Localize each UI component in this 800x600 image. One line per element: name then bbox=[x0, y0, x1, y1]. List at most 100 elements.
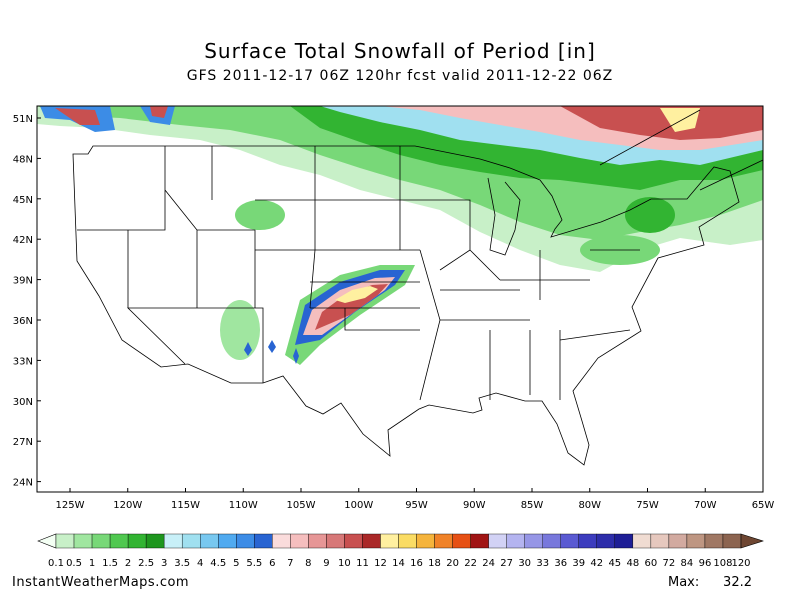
site-credit: InstantWeatherMaps.com bbox=[12, 575, 189, 590]
colorbar-swatch bbox=[109, 533, 129, 549]
max-value: 32.2 bbox=[723, 575, 752, 590]
colorbar-label: 1.5 bbox=[102, 558, 118, 569]
colorbar-label: 2 bbox=[125, 558, 131, 569]
lat-label: 33N bbox=[13, 356, 33, 367]
colorbar-swatch bbox=[218, 533, 237, 549]
colorbar-label: 33 bbox=[536, 558, 549, 569]
colorbar-label: 8 bbox=[305, 558, 311, 569]
map-axes: 51N 48N 45N 42N 39N 36N 33N 30N 27N 24N 125W 120W 11… bbox=[13, 114, 775, 511]
colorbar-label: 72 bbox=[663, 558, 676, 569]
colorbar-label: 48 bbox=[626, 558, 639, 569]
colorbar-swatch bbox=[380, 533, 399, 549]
lat-label: 24N bbox=[13, 478, 33, 489]
lon-label: 65W bbox=[752, 500, 775, 511]
colorbar-swatch bbox=[650, 533, 670, 549]
lat-label: 27N bbox=[13, 437, 33, 448]
colorbar-label: 0.5 bbox=[66, 558, 82, 569]
lat-label: 45N bbox=[13, 195, 33, 206]
colorbar-label: 42 bbox=[590, 558, 603, 569]
colorbar-label: 10 bbox=[338, 558, 351, 569]
colorbar-label: 96 bbox=[699, 558, 712, 569]
colorbar-label: 22 bbox=[464, 558, 477, 569]
colorbar-end-low bbox=[37, 533, 57, 549]
colorbar-swatch bbox=[542, 533, 561, 549]
colorbar-swatch bbox=[416, 533, 435, 549]
lon-label: 100W bbox=[344, 500, 373, 511]
colorbar-label: 9 bbox=[323, 558, 329, 569]
lat-label: 36N bbox=[13, 316, 33, 327]
colorbar-swatch bbox=[236, 533, 255, 549]
colorbar-swatch bbox=[91, 533, 111, 549]
colorbar-label: 14 bbox=[392, 558, 405, 569]
colorbar-swatch bbox=[55, 533, 75, 549]
colorbar-swatch bbox=[704, 533, 724, 549]
colorbar-swatch bbox=[290, 533, 309, 549]
colorbar-label: 7 bbox=[287, 558, 293, 569]
lon-label: 75W bbox=[636, 500, 659, 511]
colorbar-label: 45 bbox=[608, 558, 621, 569]
lon-label: 125W bbox=[56, 500, 85, 511]
colorbar-label: 36 bbox=[554, 558, 567, 569]
lon-label: 90W bbox=[463, 500, 486, 511]
colorbar-label: 84 bbox=[681, 558, 694, 569]
colorbar-swatch bbox=[200, 533, 219, 549]
colorbar-swatch bbox=[127, 533, 147, 549]
colorbar-swatch bbox=[686, 533, 706, 549]
colorbar-swatch bbox=[452, 533, 471, 549]
colorbar-swatch bbox=[163, 533, 183, 549]
colorbar-swatch bbox=[524, 533, 543, 549]
lon-label: 80W bbox=[578, 500, 601, 511]
colorbar-swatch bbox=[254, 533, 273, 549]
colorbar-label: 30 bbox=[518, 558, 531, 569]
lon-label: 95W bbox=[405, 500, 428, 511]
colorbar-label: 108 bbox=[713, 558, 732, 569]
colorbar-label: 6 bbox=[269, 558, 275, 569]
colorbar-label: 18 bbox=[428, 558, 441, 569]
colorbar-swatch bbox=[326, 533, 345, 549]
colorbar-label: 20 bbox=[446, 558, 459, 569]
colorbar-swatch bbox=[470, 533, 489, 549]
colorbar-swatch bbox=[668, 533, 688, 549]
lon-label: 110W bbox=[229, 500, 258, 511]
colorbar-label: 3 bbox=[161, 558, 167, 569]
colorbar-label: 3.5 bbox=[174, 558, 190, 569]
lon-label: 85W bbox=[521, 500, 544, 511]
lon-label: 70W bbox=[694, 500, 717, 511]
colorbar-label: 60 bbox=[645, 558, 658, 569]
lat-label: 51N bbox=[13, 114, 33, 125]
colorbar-swatch bbox=[506, 533, 525, 549]
colorbar-swatch bbox=[722, 533, 742, 549]
colorbar-swatch bbox=[578, 533, 597, 549]
colorbar-label: 39 bbox=[572, 558, 585, 569]
colorbar-swatch bbox=[560, 533, 579, 549]
colorbar-label: 5.5 bbox=[246, 558, 262, 569]
colorbar-label: 4 bbox=[197, 558, 203, 569]
lat-label: 48N bbox=[13, 154, 33, 165]
colorbar-swatch bbox=[145, 533, 165, 549]
lat-label: 39N bbox=[13, 276, 33, 287]
colorbar-label: 1 bbox=[89, 558, 95, 569]
lon-label: 120W bbox=[113, 500, 142, 511]
colorbar-label: 24 bbox=[482, 558, 495, 569]
colorbar-swatch bbox=[488, 533, 507, 549]
lat-label: 42N bbox=[13, 235, 33, 246]
colorbar-swatch bbox=[362, 533, 381, 549]
colorbar-swatch bbox=[344, 533, 363, 549]
colorbar-label: 11 bbox=[356, 558, 369, 569]
colorbar-swatch bbox=[181, 533, 201, 549]
colorbar-swatch bbox=[308, 533, 327, 549]
lon-label: 105W bbox=[287, 500, 316, 511]
colorbar: 0.1 0.5 1 1.5 2 2.5 3 3.5 4 4.5 5 5.5 6 7 8 9 10 11 12 14 16… bbox=[37, 533, 764, 569]
colorbar-label: 5 bbox=[233, 558, 239, 569]
title: Surface Total Snowfall of Period [in] bbox=[204, 39, 596, 63]
colorbar-label: 0.1 bbox=[48, 558, 64, 569]
colorbar-swatch bbox=[614, 533, 634, 549]
colorbar-label: 12 bbox=[374, 558, 387, 569]
colorbar-swatch bbox=[596, 533, 616, 549]
colorbar-label: 16 bbox=[410, 558, 423, 569]
colorbar-label: 120 bbox=[731, 558, 750, 569]
colorbar-end-high bbox=[740, 533, 764, 549]
colorbar-swatch bbox=[398, 533, 417, 549]
subtitle: GFS 2011-12-17 06Z 120hr fcst valid 2011… bbox=[187, 68, 614, 84]
